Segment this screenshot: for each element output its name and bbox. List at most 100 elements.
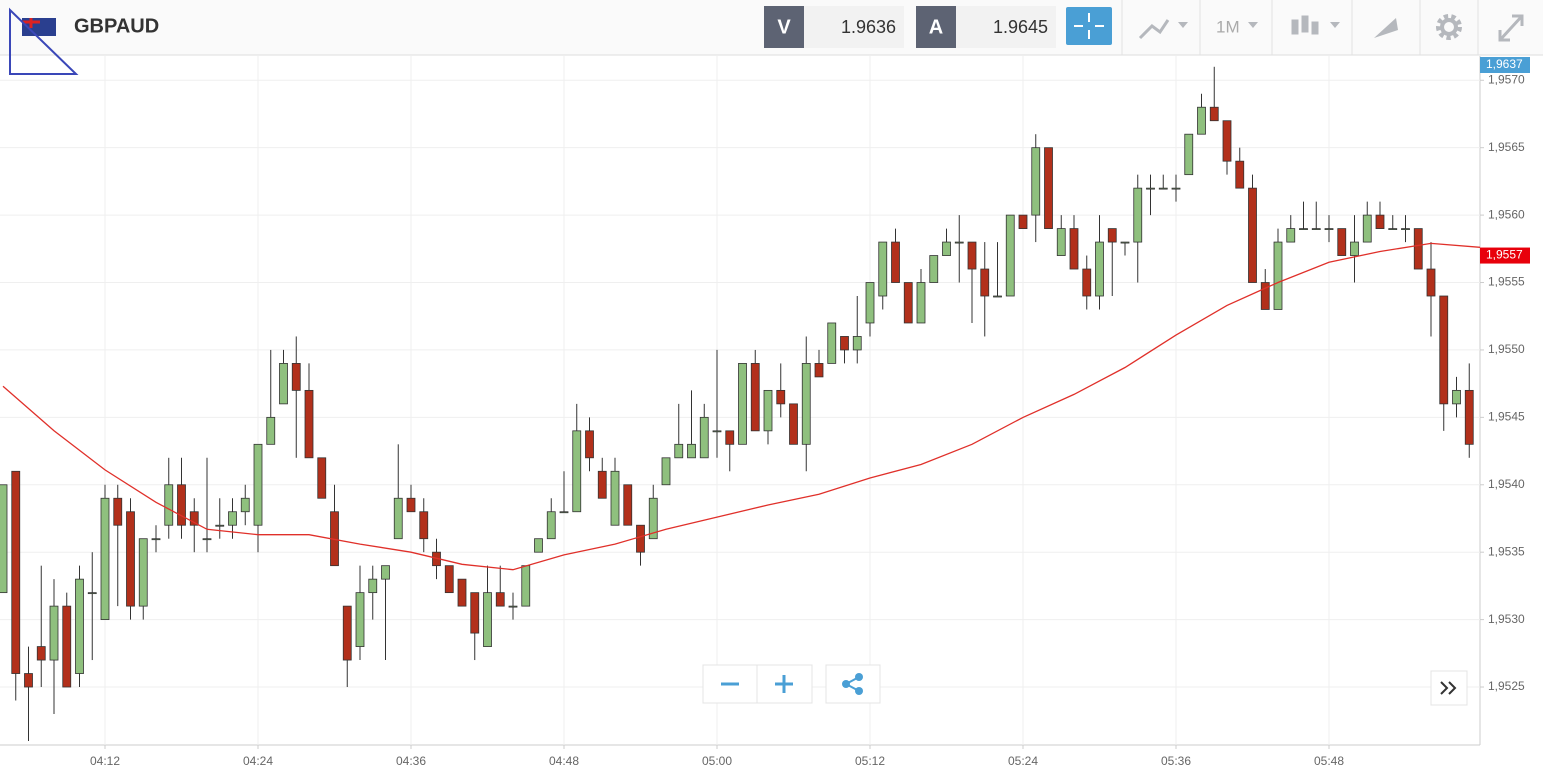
candle-body: [763, 389, 773, 432]
candle-body: [789, 403, 798, 445]
candle-body: [648, 497, 658, 540]
zoom-out-button[interactable]: [702, 664, 758, 704]
candle-body: [11, 470, 21, 674]
candle-body: [215, 524, 225, 527]
candle-body: [1209, 106, 1219, 122]
candle-body: [138, 538, 148, 607]
drawing-triangle: [9, 7, 79, 75]
candle-body: [814, 363, 824, 378]
candle-body: [852, 336, 862, 351]
ask-box: [956, 6, 1056, 48]
candle-body: [585, 430, 594, 459]
y-tick-label: 1,9560: [1488, 207, 1525, 221]
settings-button[interactable]: [1436, 14, 1462, 40]
flag-icon: [22, 18, 56, 36]
candle-body: [801, 363, 811, 445]
candle-body: [1197, 106, 1206, 135]
ask-label[interactable]: A: [929, 16, 943, 38]
candle-body: [87, 592, 97, 595]
y-tick-label: 1,9555: [1488, 275, 1525, 289]
candle-body: [534, 538, 543, 553]
candle-body: [1120, 241, 1130, 244]
candle-body: [597, 470, 607, 499]
candle-body: [903, 282, 913, 324]
price-tag: [1480, 247, 1530, 264]
ask-button[interactable]: [916, 6, 956, 48]
candle-body: [177, 484, 186, 526]
candle-body: [699, 416, 709, 459]
candle-body: [967, 241, 977, 270]
x-tick-label: 04:48: [549, 754, 579, 768]
timeframe-caret[interactable]: [1248, 22, 1258, 28]
candle-body: [661, 457, 671, 486]
candle-body: [253, 443, 263, 526]
candle-body: [1095, 241, 1104, 297]
candle-body: [508, 605, 518, 608]
candle-body: [368, 578, 378, 594]
share-button[interactable]: [825, 664, 881, 704]
candle-body: [49, 605, 59, 661]
candle-body: [189, 511, 199, 526]
indicator-button[interactable]: [1138, 19, 1188, 40]
candle-body: [1146, 187, 1155, 190]
candle-body: [406, 497, 416, 513]
candle-body: [444, 565, 454, 594]
candle-body: [0, 484, 8, 594]
candle-body: [151, 538, 161, 541]
candle-body: [266, 416, 276, 445]
x-tick-label: 05:24: [1008, 754, 1038, 768]
candle-body: [1005, 214, 1015, 297]
scroll-to-end-button[interactable]: [1430, 670, 1468, 706]
candle-body: [840, 336, 849, 351]
candle-body: [954, 241, 964, 244]
candle-body: [1452, 389, 1461, 405]
timeframe-button[interactable]: 1M: [1216, 17, 1240, 36]
candle-body: [393, 497, 403, 540]
y-tick-label: 1,9530: [1488, 612, 1525, 626]
candle-body: [1069, 228, 1079, 270]
candle-body: [1018, 214, 1028, 229]
fullscreen-button[interactable]: [1498, 14, 1524, 42]
crosshair-button[interactable]: [1066, 7, 1112, 45]
candle-body: [878, 241, 888, 297]
candle-body: [1107, 228, 1117, 243]
y-tick-label: 1,9545: [1488, 410, 1525, 424]
candle-body: [1375, 214, 1385, 229]
x-tick-label: 05:48: [1314, 754, 1344, 768]
zoom-in-button[interactable]: [756, 664, 813, 704]
candle-body: [1299, 228, 1308, 230]
candle-body: [1222, 120, 1232, 162]
candle-body: [610, 470, 620, 526]
y-tick-label: 1,9565: [1488, 140, 1525, 154]
candle-body: [993, 295, 1002, 298]
candle-body: [100, 497, 110, 621]
candle-body: [725, 430, 735, 445]
price-tag-label: 1,9557: [1486, 248, 1523, 262]
symbol: GBPAUD: [74, 15, 159, 37]
chart-type-button[interactable]: [1291, 15, 1340, 35]
plot-area: [0, 56, 1480, 745]
candle-body: [942, 241, 951, 256]
price-tag: [1480, 57, 1530, 73]
candle-body: [470, 592, 480, 634]
y-tick-label: 1,9525: [1488, 679, 1525, 693]
candle-body: [1260, 282, 1270, 310]
candle-body: [36, 646, 46, 661]
candle-body: [1350, 241, 1359, 256]
candle-body: [495, 592, 505, 607]
candle-body: [1362, 214, 1372, 243]
bid-button[interactable]: [764, 6, 804, 48]
candle-body: [546, 511, 556, 540]
candle-body: [62, 605, 72, 688]
candle-body: [483, 592, 492, 647]
bid-label[interactable]: V: [777, 16, 791, 38]
candle-body: [636, 524, 645, 553]
candle-body: [1324, 228, 1334, 230]
candle-body: [1044, 147, 1053, 229]
drawing-tool-button[interactable]: [1374, 18, 1398, 38]
candle-body: [891, 241, 900, 283]
candle-body: [712, 430, 722, 433]
x-tick-label: 05:12: [855, 754, 885, 768]
candle-body: [419, 511, 429, 540]
